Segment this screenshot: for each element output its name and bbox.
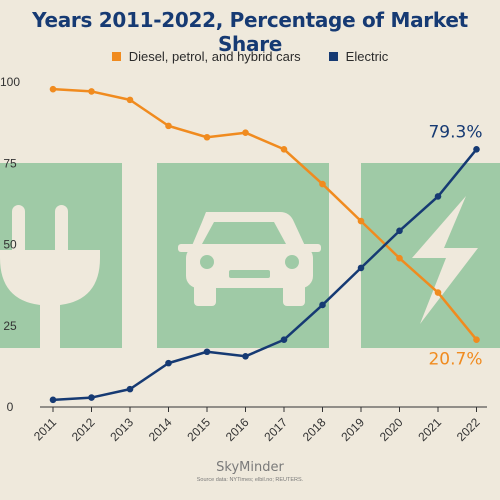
data-point-electric [396,227,403,235]
data-point-electric [242,353,249,360]
source-note: Source data: NYTimes; elbil.no; REUTERS. [196,477,304,483]
data-point-fuel [165,122,172,130]
data-point-electric [203,348,211,356]
data-point-electric [49,396,57,404]
x-tick-label: 2017 [261,415,290,444]
y-axis: 0 25 50 75 100 [0,75,20,414]
legend-swatch-fuel [111,52,121,61]
x-tick-label: 2015 [184,415,213,444]
legend-item-electric: Electric [328,49,389,64]
y-tick-label: 100 [0,75,20,89]
plug-icon [0,205,100,348]
data-point-fuel [280,145,288,153]
data-point-fuel [203,133,211,141]
x-tick-label: 2018 [300,415,329,444]
x-tick-label: 2012 [69,415,98,444]
data-point-electric [126,385,134,393]
data-point-electric [280,336,288,344]
data-point-fuel [357,217,365,225]
y-tick-label: 75 [3,156,17,170]
series-line-fuel [52,87,478,341]
data-point-electric [434,193,442,200]
data-point-fuel [49,85,57,93]
x-tick-label: 2011 [31,415,59,443]
legend-item-fuel: Diesel, petrol, and hybrid cars [111,49,301,64]
x-tick-label: 2016 [223,415,252,444]
legend-swatch-electric [328,52,338,61]
data-point-electric [165,359,172,367]
x-tick-label: 2020 [377,415,406,444]
data-point-electric [357,264,365,272]
x-axis: 2011 2012 2013 2014 2015 2016 2017 2018 2019 2020… [31,407,483,444]
annotation-electric: 79.3% [428,122,482,142]
car-icon [178,212,321,306]
data-point-electric [473,145,480,153]
x-tick-label: 2022 [454,415,483,444]
y-tick-label: 50 [3,238,17,252]
data-point-fuel [242,129,249,136]
series-line-electric [52,148,478,402]
data-point-fuel [88,88,95,95]
x-tick-label: 2013 [107,415,136,444]
data-point-fuel [434,289,442,296]
data-point-fuel [319,180,326,188]
data-point-electric [88,394,95,401]
x-tick-label: 2021 [415,415,444,444]
series-points [49,85,480,404]
chart-title: Years 2011-2022, Percentage of Market Sh… [32,8,468,56]
annotation-fuel: 20.7% [428,350,482,370]
brand-logo: SkyMinder [216,460,284,475]
data-point-fuel [396,254,403,262]
y-tick-label: 25 [3,319,17,333]
branding: SkyMinder Source data: NYTimes; elbil.no… [0,460,500,483]
y-tick-label: 0 [7,400,14,414]
series-lines [52,87,478,402]
legend-label-fuel: Diesel, petrol, and hybrid cars [128,49,301,64]
lightning-icon [412,196,478,324]
legend-label-electric: Electric [345,49,389,64]
data-point-electric [319,301,326,309]
x-tick-label: 2014 [146,415,175,444]
data-point-fuel [473,336,480,344]
x-tick-label: 2019 [338,415,367,444]
data-point-fuel [126,96,134,104]
legend: Diesel, petrol, and hybrid cars Electric [0,49,500,64]
annotations: 79.3% 20.7% [428,122,482,369]
